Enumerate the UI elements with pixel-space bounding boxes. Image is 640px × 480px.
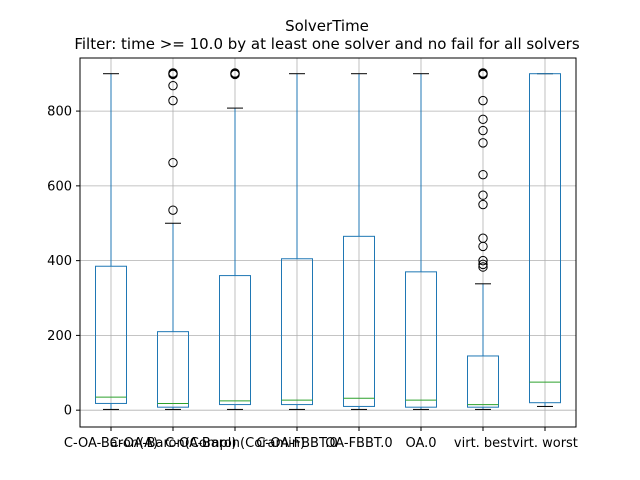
x-tick-label: C-OA-FBBT.0 bbox=[256, 436, 338, 451]
outlier-point bbox=[168, 68, 178, 78]
box-group bbox=[281, 73, 313, 410]
y-tick-label: 0 bbox=[64, 404, 72, 419]
outlier-point bbox=[478, 199, 488, 210]
box bbox=[219, 275, 251, 406]
outlier-point bbox=[230, 68, 240, 78]
box bbox=[467, 355, 499, 408]
y-tick-label: 200 bbox=[47, 329, 72, 344]
box-group bbox=[467, 68, 499, 410]
outlier-point bbox=[478, 125, 488, 136]
box-group bbox=[405, 73, 437, 410]
box bbox=[343, 235, 375, 407]
x-tick-label: OA.0 bbox=[405, 436, 436, 451]
y-tick-label: 400 bbox=[47, 254, 72, 269]
box-group bbox=[157, 68, 189, 410]
outlier-point bbox=[478, 138, 488, 148]
axis-layer: 0 200 400 600 800 C-OA-Baron(A)C-OA-Baron(Com… bbox=[47, 105, 578, 451]
x-tick-label: C-OA-Baron(Compl) bbox=[110, 436, 237, 451]
box-group bbox=[95, 73, 127, 410]
outlier-point bbox=[168, 157, 178, 168]
chart-title: SolverTime bbox=[285, 17, 369, 35]
outlier-point bbox=[478, 233, 488, 243]
outlier-point bbox=[168, 80, 178, 91]
box-layer bbox=[95, 68, 561, 410]
box bbox=[529, 73, 561, 404]
box-group bbox=[529, 73, 561, 407]
box bbox=[405, 271, 437, 408]
plot-frame bbox=[79, 57, 577, 428]
x-tick-label: virt. best bbox=[454, 436, 512, 451]
box-group bbox=[343, 73, 375, 410]
y-tick-label: 600 bbox=[47, 179, 72, 194]
outlier-point bbox=[478, 262, 488, 272]
outlier-point bbox=[168, 205, 178, 215]
box bbox=[281, 258, 313, 406]
outlier-point bbox=[478, 114, 488, 125]
outlier-point bbox=[478, 169, 488, 180]
outlier-point bbox=[478, 255, 488, 266]
x-tick-label: C-OA-Baron(Coramin) bbox=[165, 436, 305, 451]
box bbox=[95, 265, 127, 404]
outlier-point bbox=[478, 190, 488, 200]
x-tick-label: OA-FBBT.0 bbox=[325, 436, 392, 451]
grid-lines bbox=[80, 58, 576, 427]
outlier-point bbox=[478, 259, 488, 270]
y-tick-label: 800 bbox=[47, 105, 72, 120]
box bbox=[157, 331, 189, 408]
outlier-point bbox=[168, 95, 178, 106]
x-tick-label: virt. worst bbox=[512, 436, 578, 451]
box-group bbox=[219, 68, 251, 410]
x-tick-label: C-OA-Baron(A) bbox=[64, 436, 158, 451]
outlier-point bbox=[478, 68, 488, 78]
chart-subtitle: Filter: time >= 10.0 by at least one sol… bbox=[74, 35, 580, 53]
outlier-point bbox=[478, 95, 488, 106]
